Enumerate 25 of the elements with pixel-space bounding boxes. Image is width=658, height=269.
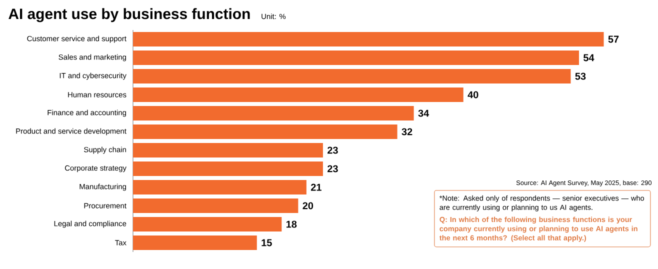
data-label: 23 [328,146,338,154]
chart-title: AI agent use by business function [8,8,250,22]
bar [133,236,257,250]
bar [133,69,571,84]
bar [133,124,398,139]
data-label: 54 [584,54,594,62]
bar [133,180,306,194]
data-label: 23 [328,165,338,172]
bar [133,32,604,46]
data-label: 40 [468,91,478,98]
data-label: 21 [310,184,322,191]
bar [133,50,579,65]
data-label: 32 [402,128,412,136]
bar [133,217,282,232]
bar [133,88,464,102]
bar [133,143,323,158]
data-label: 34 [418,110,430,117]
bar [133,198,298,214]
bar [133,162,323,176]
data-label: 20 [302,202,314,210]
data-label: 15 [262,239,272,246]
data-label: 18 [286,220,297,228]
data-label: 57 [608,36,619,43]
data-label: 53 [575,72,586,80]
bar [133,106,414,120]
